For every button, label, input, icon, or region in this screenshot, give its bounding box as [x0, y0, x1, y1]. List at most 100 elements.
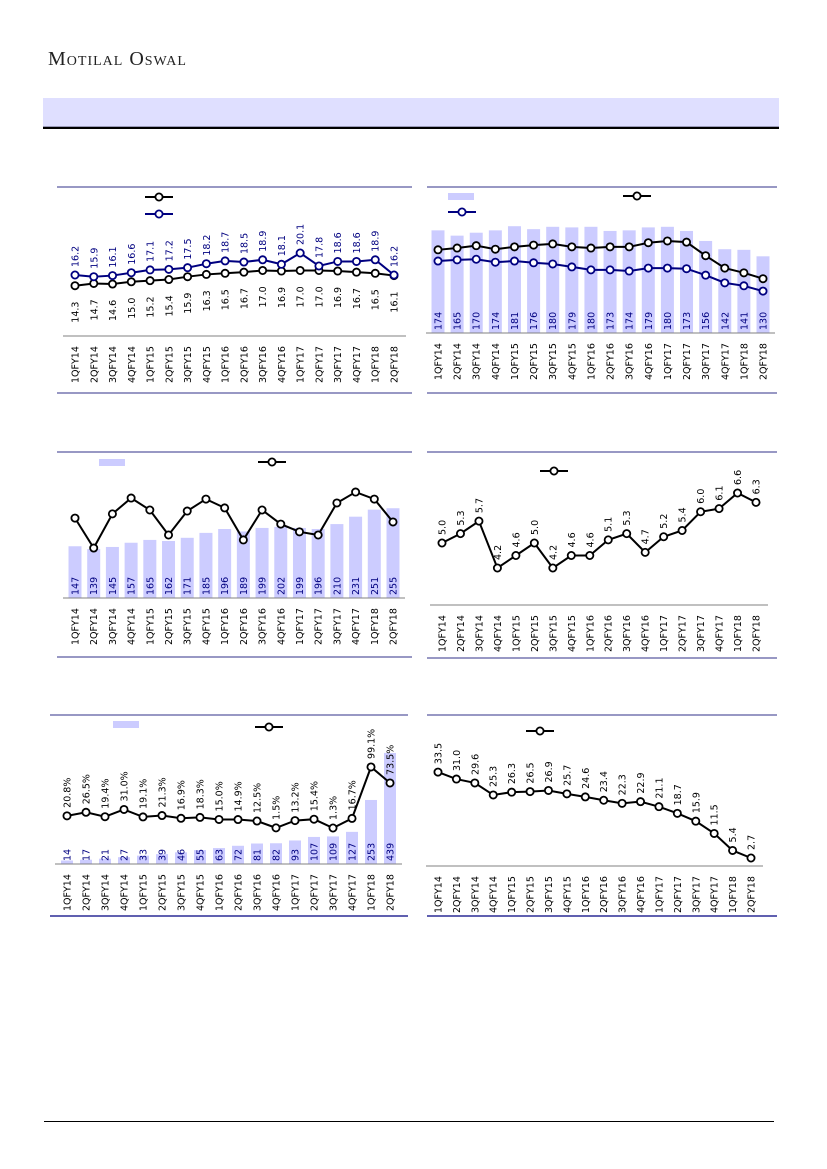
bar — [546, 226, 560, 333]
x-tick-label: 3QFY17 — [701, 343, 712, 380]
chart-c3: 147 139 145 157 165 162 171 185 196 189 199 202 199 1… — [57, 451, 412, 658]
point-value-label: 29.6 — [470, 754, 481, 775]
point-value-label: 31.0% — [120, 771, 131, 801]
data-point — [370, 255, 380, 265]
x-tick-label: 2QFY16 — [604, 615, 615, 652]
point-value-label: 17.8 — [314, 237, 325, 258]
x-tick-label: 4QFY15 — [567, 615, 578, 652]
x-tick-label: 4QFY14 — [489, 876, 500, 913]
x-tick-label: 1QFY14 — [438, 615, 449, 652]
data-point — [701, 270, 711, 280]
point-value-label: 16.7 — [352, 288, 363, 309]
bar — [251, 843, 263, 864]
point-value-label: 15.9 — [691, 792, 702, 813]
point-value-label: 16.2 — [71, 246, 82, 267]
bar-value-label: 180 — [586, 312, 597, 330]
bar-value-label: 185 — [201, 577, 212, 595]
data-point — [366, 762, 376, 772]
data-point — [714, 504, 724, 514]
x-tick-label: 3QFY14 — [472, 343, 483, 380]
point-value-label: 17.5 — [183, 239, 194, 260]
x-tick-label: 3QFY16 — [258, 608, 269, 645]
point-value-label: 2.7 — [747, 835, 758, 850]
data-point — [108, 271, 118, 281]
point-value-label: 17.0 — [296, 286, 307, 307]
data-point — [328, 823, 338, 833]
x-tick-label: 1QFY17 — [295, 608, 306, 645]
data-point — [201, 494, 211, 504]
point-value-label: 26.5 — [526, 762, 537, 783]
data-point — [62, 811, 72, 821]
x-tick-label: 2QFY17 — [314, 346, 325, 383]
data-point — [195, 812, 205, 822]
point-value-label: 16.7 — [239, 288, 250, 309]
legend-marker — [457, 207, 467, 217]
x-tick-label: 2QFY14 — [89, 346, 100, 383]
x-tick-label: 3QFY15 — [544, 876, 555, 913]
data-point — [605, 242, 615, 252]
legend-marker — [154, 209, 164, 219]
bar-value-label: 179 — [644, 312, 655, 330]
data-point — [525, 787, 535, 797]
bar-value-label: 147 — [71, 577, 82, 595]
x-tick-label: 4QFY16 — [272, 874, 283, 911]
data-point — [471, 241, 481, 251]
bar-value-label: 81 — [253, 849, 264, 861]
data-point — [643, 238, 653, 248]
x-tick-label: 1QFY15 — [511, 615, 522, 652]
data-point — [643, 263, 653, 273]
bar — [431, 230, 445, 333]
chart-c6: 1QFY14 2QFY14 3QFY14 4QFY14 1QFY15 2QFY15 3QFY… — [426, 714, 777, 917]
point-value-label: 26.3 — [507, 763, 518, 784]
bar — [143, 539, 157, 598]
data-point — [739, 268, 749, 278]
point-value-label: 12.5% — [253, 783, 264, 813]
data-point — [529, 538, 539, 548]
data-point — [145, 505, 155, 515]
x-tick-label: 4QFY14 — [120, 874, 131, 911]
x-tick-label: 1QFY16 — [586, 343, 597, 380]
point-value-label: 22.9 — [636, 772, 647, 793]
x-tick-label: 1QFY15 — [145, 608, 156, 645]
x-tick-label: 1QFY14 — [71, 346, 82, 383]
data-point — [728, 845, 738, 855]
legend-marker — [267, 457, 277, 467]
point-value-label: 5.3 — [622, 511, 633, 526]
bar-value-label: 176 — [529, 312, 540, 330]
data-point — [333, 256, 343, 266]
bar-value-label: 109 — [329, 843, 340, 861]
x-tick-label: 2QFY16 — [234, 874, 245, 911]
data-point — [451, 774, 461, 784]
x-tick-label: 3QFY14 — [101, 874, 112, 911]
bar — [255, 527, 269, 598]
x-tick-label: 2QFY17 — [314, 608, 325, 645]
bar — [680, 230, 694, 333]
data-point — [452, 243, 462, 253]
bar — [87, 549, 101, 598]
x-tick-label: 1QFY16 — [585, 615, 596, 652]
point-value-label: 5.0 — [530, 520, 541, 535]
bar-value-label: 181 — [510, 312, 521, 330]
x-tick-label: 1QFY18 — [370, 608, 381, 645]
series-line-0 — [437, 771, 752, 859]
bar-value-label: 202 — [276, 577, 287, 595]
x-tick-label: 1QFY18 — [371, 346, 382, 383]
series-line-1 — [437, 258, 764, 293]
data-point — [183, 272, 193, 282]
point-value-label: 18.5 — [239, 233, 250, 254]
data-point — [548, 239, 558, 249]
data-point — [566, 551, 576, 561]
data-point — [107, 509, 117, 519]
data-point — [567, 242, 577, 252]
bar — [118, 857, 130, 864]
x-tick-label: 4QFY17 — [352, 346, 363, 383]
bar — [367, 509, 381, 598]
data-point — [662, 263, 672, 273]
series-line-0 — [74, 490, 394, 550]
x-tick-label: 2QFY15 — [530, 615, 541, 652]
x-tick-label: 2QFY18 — [759, 343, 770, 380]
data-point — [659, 532, 669, 542]
chart-c4: 1QFY14 2QFY14 3QFY14 4QFY14 1QFY15 2QFY15 3QFY… — [427, 451, 777, 659]
data-point — [677, 526, 687, 536]
x-tick-label: 1QFY17 — [296, 346, 307, 383]
